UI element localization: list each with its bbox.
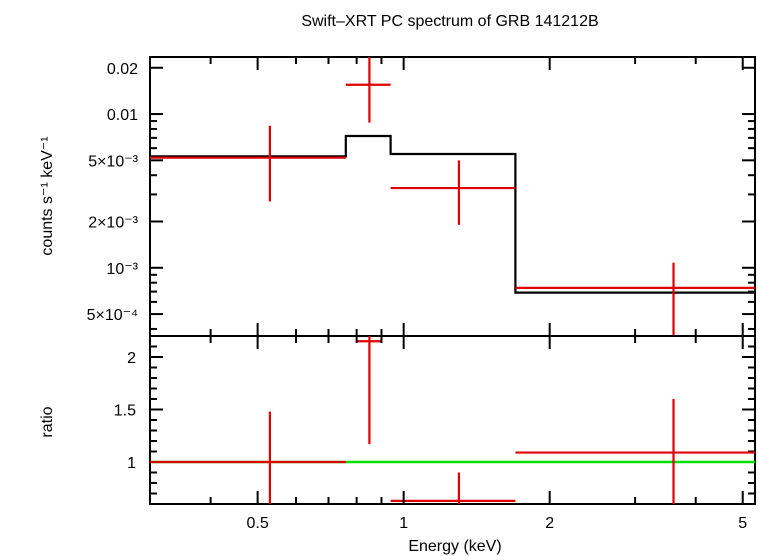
- chart-title: Swift–XRT PC spectrum of GRB 141212B: [301, 13, 598, 30]
- top-ticks: 0.02 0.01 5×10⁻³ 2×10⁻³ 10⁻³ 5×10⁻⁴: [87, 61, 755, 330]
- top-panel: 0.02 0.01 5×10⁻³ 2×10⁻³ 10⁻³ 5×10⁻⁴ counts s⁻…: [39, 56, 756, 337]
- ratio-data-point: [356, 336, 382, 445]
- top-panel-frame: [149, 56, 756, 337]
- bottom-panel: 11.52 ratio: [39, 335, 756, 505]
- top-data-point: [150, 125, 346, 202]
- bottom-y-axis-label: ratio: [39, 406, 56, 437]
- bottom-ticks: 11.52: [114, 335, 755, 505]
- model-step-line: [150, 134, 755, 294]
- x-axis-ticks: 0.5 1 2 5: [149, 57, 747, 532]
- top-y-tick-label: 5×10⁻⁴: [87, 307, 138, 324]
- bottom-y-tick-label: 1: [127, 455, 136, 472]
- ratio-data-point: [515, 399, 755, 504]
- top-data-point: [390, 160, 516, 225]
- top-y-tick-label: 0.01: [107, 107, 138, 124]
- x-tick-label: 5: [738, 515, 747, 532]
- model-curve: [150, 134, 755, 294]
- top-data-point: [515, 262, 755, 336]
- top-y-tick-label: 5×10⁻³: [88, 153, 138, 170]
- top-data-point: [345, 57, 391, 123]
- x-tick-label: 2: [545, 515, 554, 532]
- bottom-y-tick-label: 2: [127, 350, 136, 367]
- top-y-axis-label: counts s⁻¹ keV⁻¹: [39, 136, 56, 255]
- ratio-data-point: [390, 472, 516, 504]
- top-data-points: [150, 57, 755, 336]
- top-y-tick-label: 10⁻³: [106, 261, 138, 278]
- ratio-data-points: [150, 336, 755, 504]
- ratio-data-point: [150, 411, 346, 504]
- top-y-tick-label: 0.02: [107, 61, 138, 78]
- top-y-tick-label: 2×10⁻³: [88, 215, 138, 232]
- x-tick-label: 1: [399, 515, 408, 532]
- x-axis-label: Energy (keV): [408, 538, 501, 555]
- bottom-y-tick-label: 1.5: [114, 403, 136, 420]
- x-tick-label: 0.5: [246, 515, 268, 532]
- bottom-panel-frame: [149, 335, 756, 505]
